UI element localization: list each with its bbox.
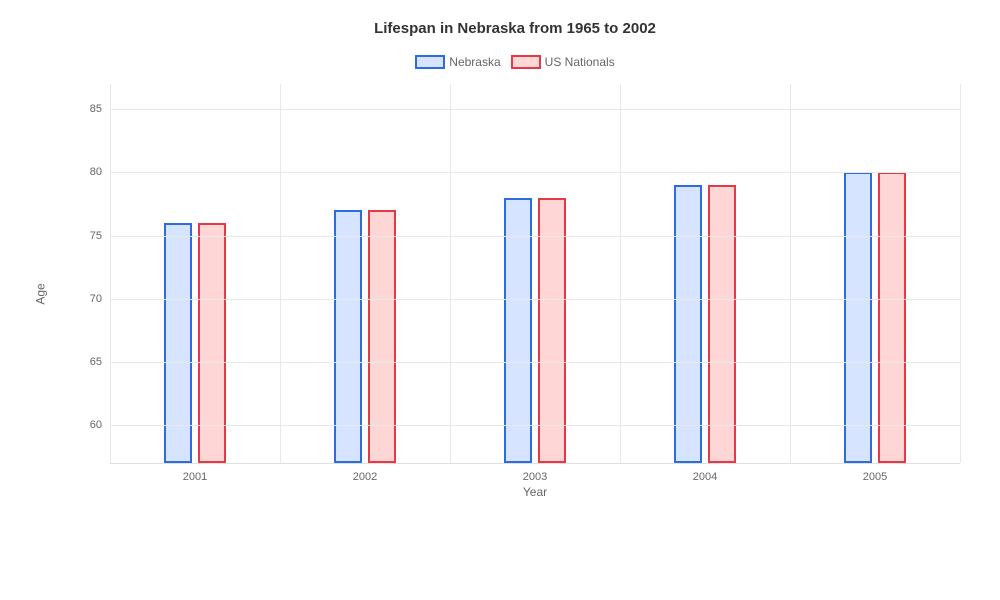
chart-title: Lifespan in Nebraska from 1965 to 2002 [70,20,960,37]
gridline-horizontal [110,425,960,426]
gridline-vertical [620,84,621,463]
x-tick-label: 2001 [183,471,207,483]
plot-area: Age Year 6065707580852001200220032004200… [70,84,960,504]
bar [844,172,871,463]
y-tick-label: 70 [90,293,102,305]
chart-container: Lifespan in Nebraska from 1965 to 2002 N… [0,0,1000,600]
gridline-horizontal [110,299,960,300]
legend: Nebraska US Nationals [70,55,960,69]
bar [878,172,905,463]
x-tick-label: 2005 [863,471,887,483]
legend-swatch [511,55,541,69]
gridline-horizontal [110,362,960,363]
gridline-vertical [450,84,451,463]
gridline-vertical [790,84,791,463]
bar [164,223,191,463]
legend-label: US Nationals [545,55,615,69]
y-tick-label: 80 [90,166,102,178]
legend-item-nebraska: Nebraska [415,55,500,69]
bar [674,185,701,463]
x-tick-label: 2004 [693,471,717,483]
x-tick-label: 2003 [523,471,547,483]
gridline-vertical [110,84,111,463]
legend-label: Nebraska [449,55,500,69]
gridline-horizontal [110,172,960,173]
gridline-horizontal [110,236,960,237]
bar [708,185,735,463]
grid-region: Year 60657075808520012002200320042005 [110,84,960,464]
gridline-horizontal [110,109,960,110]
legend-item-us-nationals: US Nationals [511,55,615,69]
y-axis-label: Age [34,283,48,304]
x-tick-label: 2002 [353,471,377,483]
gridline-vertical [960,84,961,463]
legend-swatch [415,55,445,69]
bars-layer [110,84,960,463]
bar [504,198,531,463]
y-tick-label: 75 [90,230,102,242]
y-tick-label: 60 [90,419,102,431]
y-tick-label: 85 [90,103,102,115]
gridline-vertical [280,84,281,463]
bar [538,198,565,463]
bar [198,223,225,463]
x-axis-label: Year [523,485,547,499]
y-tick-label: 65 [90,356,102,368]
